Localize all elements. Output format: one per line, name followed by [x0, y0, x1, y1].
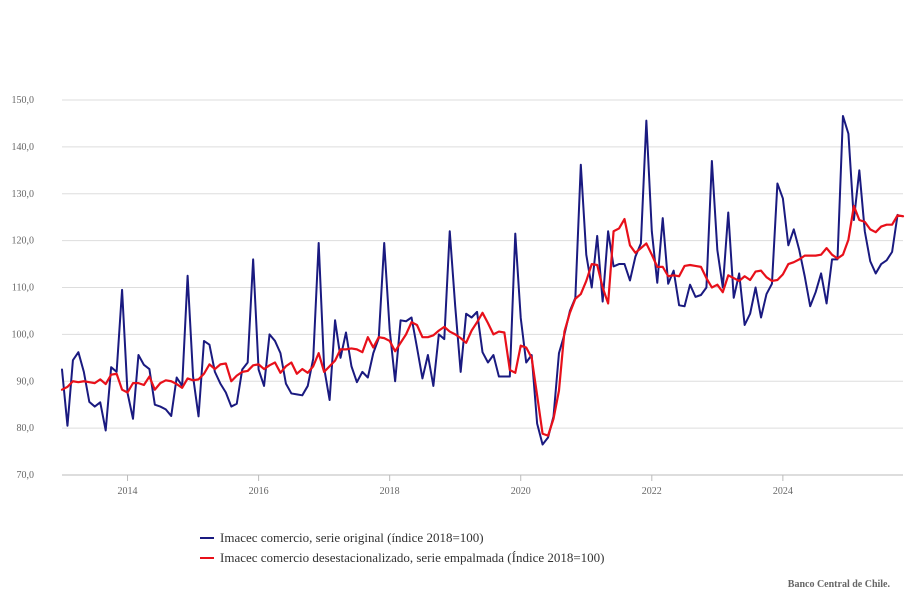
series-line-seasonally-adjusted [60, 204, 905, 437]
y-tick-label: 150,0 [12, 95, 35, 106]
y-tick-label: 100,0 [12, 329, 35, 340]
legend-item-seasonally-adjusted[interactable]: Imacec comercio desestacionalizado, seri… [200, 548, 605, 568]
y-tick-label: 120,0 [12, 236, 35, 247]
series-lines [60, 114, 905, 446]
x-tick-label: 2020 [511, 486, 531, 497]
x-tick-label: 2016 [249, 486, 269, 497]
legend-swatch-seasonally-adjusted [200, 557, 214, 559]
x-tick-label: 2022 [642, 486, 662, 497]
y-tick-label: 110,0 [12, 283, 34, 294]
x-tick-label: 2014 [118, 486, 138, 497]
gridlines [62, 99, 903, 476]
x-tick-label: 2018 [380, 486, 400, 497]
legend-swatch-original [200, 537, 214, 539]
y-tick-label: 80,0 [17, 423, 35, 434]
y-tick-label: 70,0 [17, 470, 35, 481]
y-tick-label: 130,0 [12, 189, 35, 200]
y-tick-label: 90,0 [17, 376, 35, 387]
legend-label-original: Imacec comercio, serie original (índice … [220, 530, 484, 545]
x-axis-ticks: 2014 2016 2018 2020 2022 2024 [118, 475, 793, 497]
series-line-original [61, 114, 899, 446]
legend: Imacec comercio, serie original (índice … [200, 528, 605, 568]
y-axis-ticks: 70,0 80,0 90,0 100,0 110,0 120,0 130,0 140,0 150… [12, 95, 35, 481]
legend-label-seasonally-adjusted: Imacec comercio desestacionalizado, seri… [220, 550, 605, 565]
y-tick-label: 140,0 [12, 142, 35, 153]
x-tick-label: 2024 [773, 486, 793, 497]
legend-item-original[interactable]: Imacec comercio, serie original (índice … [200, 528, 605, 548]
source-credit: Banco Central de Chile. [787, 579, 890, 590]
